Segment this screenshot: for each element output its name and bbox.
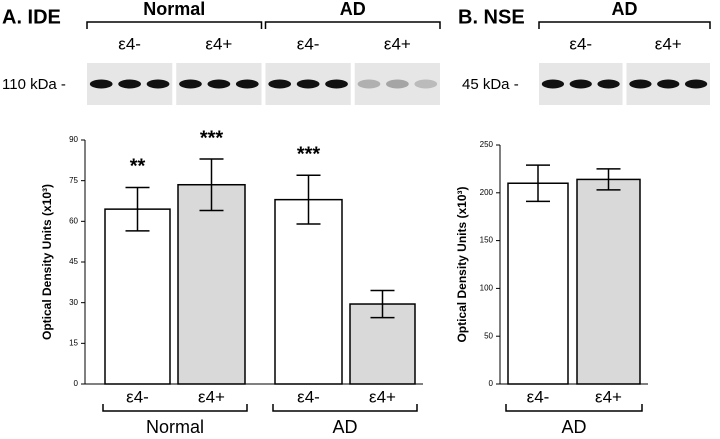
blot-band bbox=[541, 79, 565, 89]
lane-label: ε4- bbox=[569, 34, 592, 53]
blot-band bbox=[118, 79, 141, 89]
bracket bbox=[86, 21, 263, 29]
group-label: Normal bbox=[146, 417, 204, 437]
panel-label: B. NSE bbox=[458, 6, 525, 28]
y-tick-label: 15 bbox=[69, 338, 78, 347]
group-label: AD bbox=[561, 417, 586, 437]
panel-label: A. IDE bbox=[2, 6, 61, 28]
group-bracket bbox=[102, 404, 248, 412]
blot-strip bbox=[354, 63, 440, 105]
y-tick-label: 50 bbox=[484, 331, 493, 340]
y-tick-label: 250 bbox=[480, 140, 494, 149]
bracket bbox=[538, 21, 711, 29]
blot-band bbox=[325, 79, 348, 89]
blot-band bbox=[296, 79, 320, 89]
error-bar bbox=[370, 289, 395, 319]
y-tick-label: 200 bbox=[480, 188, 494, 197]
y-tick-label: 75 bbox=[69, 176, 78, 185]
significance: ** bbox=[130, 156, 146, 178]
group-bracket bbox=[272, 404, 418, 412]
error-bar bbox=[526, 164, 550, 203]
group-bracket bbox=[505, 404, 643, 412]
y-tick-label: 60 bbox=[69, 216, 78, 225]
bar bbox=[576, 178, 641, 385]
bar bbox=[104, 208, 171, 385]
bracket bbox=[264, 21, 441, 29]
bar bbox=[507, 182, 569, 385]
x-tick-label: ε4+ bbox=[369, 387, 396, 406]
bar bbox=[177, 183, 246, 385]
y-tick-label: 90 bbox=[69, 135, 78, 144]
blot-group-label: Normal bbox=[143, 0, 205, 19]
blot-band bbox=[357, 79, 381, 89]
blot-band bbox=[684, 79, 708, 89]
y-tick-label: 0 bbox=[74, 379, 79, 388]
blot-band bbox=[386, 79, 409, 89]
blot-group-label: AD bbox=[612, 0, 638, 19]
blot-band bbox=[179, 79, 202, 89]
blot-group-label: AD bbox=[340, 0, 366, 19]
blot-band bbox=[235, 79, 259, 89]
error-bar bbox=[125, 186, 150, 232]
lane-label: ε4+ bbox=[655, 34, 682, 53]
blot-marker: 45 kDa - bbox=[462, 76, 519, 93]
error-bar bbox=[199, 158, 224, 212]
y-axis-label: Optical Density Units (x10³) bbox=[455, 186, 469, 342]
lane-label: ε4+ bbox=[205, 34, 232, 53]
x-tick-label: ε4- bbox=[126, 387, 149, 406]
y-tick-label: 30 bbox=[69, 298, 78, 307]
blot-band bbox=[268, 79, 292, 89]
error-bar bbox=[596, 168, 621, 191]
x-tick-label: ε4+ bbox=[595, 387, 622, 406]
blot-band bbox=[89, 79, 113, 89]
group-label: AD bbox=[332, 417, 357, 437]
significance: *** bbox=[297, 144, 321, 166]
y-tick-label: 0 bbox=[489, 379, 494, 388]
x-tick-label: ε4+ bbox=[198, 387, 225, 406]
y-axis-label: Optical Density Units (x10³) bbox=[40, 184, 54, 340]
y-tick-label: 45 bbox=[69, 257, 78, 266]
blot-band bbox=[414, 79, 438, 89]
x-tick-label: ε4- bbox=[297, 387, 320, 406]
y-tick-label: 150 bbox=[480, 236, 494, 245]
bar bbox=[274, 198, 343, 385]
x-tick-label: ε4- bbox=[527, 387, 550, 406]
blot-band bbox=[597, 79, 620, 89]
blot-band bbox=[569, 79, 592, 89]
blot-band bbox=[657, 79, 680, 89]
blot-band bbox=[207, 79, 231, 89]
blot-band bbox=[629, 79, 652, 89]
lane-label: ε4+ bbox=[384, 34, 411, 53]
y-tick-label: 100 bbox=[480, 284, 494, 293]
lane-label: ε4- bbox=[297, 34, 320, 53]
blot-band bbox=[146, 79, 170, 89]
error-bar bbox=[296, 174, 321, 225]
blot-marker: 110 kDa - bbox=[2, 76, 66, 93]
significance: *** bbox=[200, 127, 224, 149]
lane-label: ε4- bbox=[118, 34, 141, 53]
